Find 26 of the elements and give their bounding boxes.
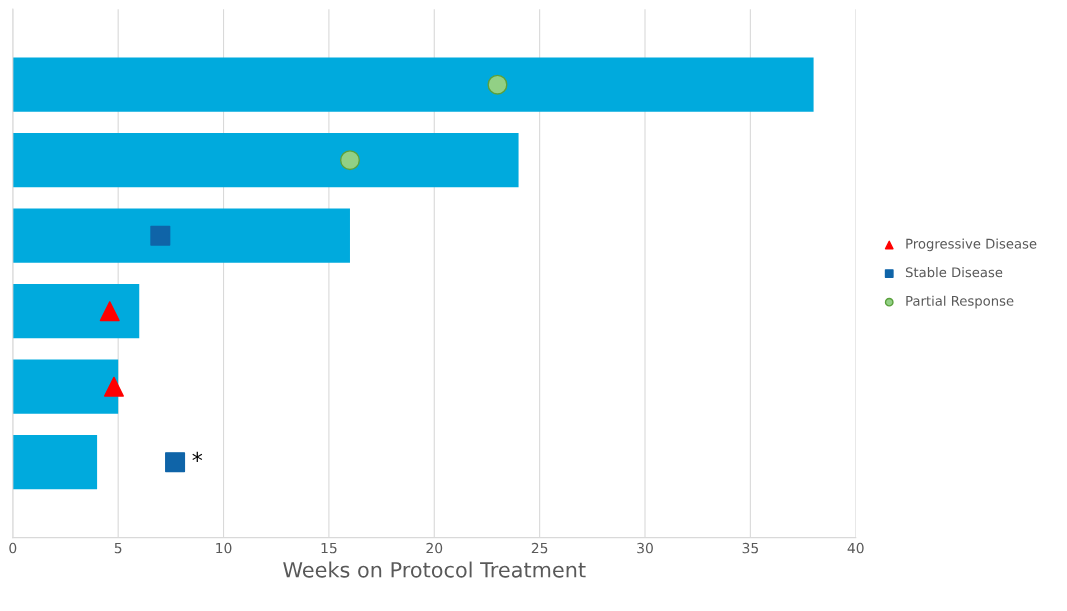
point (99, 301, 120, 322)
bar (12, 359, 119, 414)
legend-label: Stable Disease (905, 267, 1003, 278)
bar (12, 435, 98, 490)
x-axis-title: Weeks on Protocol Treatment (283, 561, 586, 578)
bar (12, 57, 814, 112)
point (165, 452, 186, 473)
point (339, 150, 360, 171)
legend-label: Progressive Disease (906, 238, 1037, 252)
x-tick-label: 25 (531, 542, 548, 554)
bar (12, 208, 350, 263)
x-tick-label: 10 (216, 542, 232, 554)
x-tick-label: 35 (742, 542, 758, 554)
x-tick-label: 30 (637, 542, 653, 554)
point (487, 74, 508, 95)
point (103, 376, 124, 397)
x-tick-label: 5 (114, 542, 122, 554)
bar (12, 283, 140, 339)
x-tick-label: 40 (847, 542, 864, 554)
x-tick-label: 20 (426, 542, 443, 554)
legend-label: Partial Response (906, 295, 1014, 309)
point (150, 225, 171, 246)
x-tick-label: 15 (321, 542, 337, 554)
bar (12, 132, 519, 188)
annotation: * (192, 451, 203, 462)
x-tick-label: 0 (9, 542, 17, 554)
